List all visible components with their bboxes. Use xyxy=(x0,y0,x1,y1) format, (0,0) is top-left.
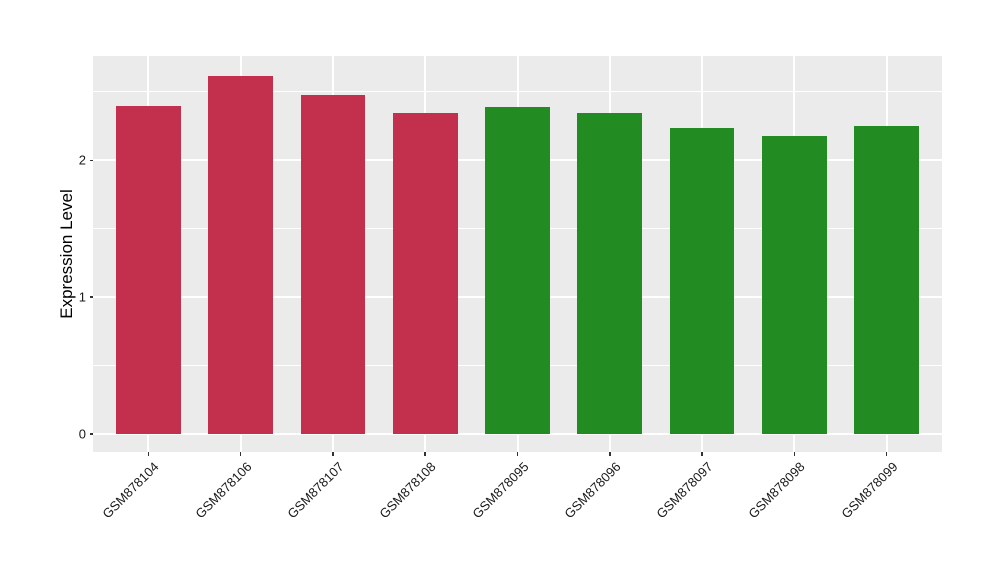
x-tick-mark-GSM878104 xyxy=(147,452,150,456)
bar-GSM878095 xyxy=(485,107,550,435)
x-tick-label-text: GSM878096 xyxy=(561,459,624,522)
bar-GSM878104 xyxy=(116,105,181,435)
bar-GSM878106 xyxy=(208,75,273,435)
y-tick-mark-1 xyxy=(89,296,93,298)
x-tick-label-text: GSM878104 xyxy=(99,459,162,522)
bar-GSM878108 xyxy=(392,112,458,435)
bar-GSM878097 xyxy=(669,127,735,435)
x-tick-mark-GSM878107 xyxy=(332,452,334,456)
bar-GSM878098 xyxy=(762,135,827,435)
x-tick-mark-GSM878096 xyxy=(609,452,611,456)
x-tick-mark-GSM878099 xyxy=(885,452,888,456)
x-tick-label-text: GSM878095 xyxy=(468,459,532,522)
x-tick-label-text: GSM878098 xyxy=(745,459,808,522)
x-tick-label-text: GSM878106 xyxy=(192,459,255,522)
x-tick-label-text: GSM878097 xyxy=(653,459,716,522)
y-tick-label-0: 0 xyxy=(78,426,86,442)
x-tick-label-text: GSM878107 xyxy=(284,459,347,522)
y-tick-label-2: 2 xyxy=(78,152,86,168)
y-tick-mark-0 xyxy=(89,433,93,435)
x-tick-mark-GSM878106 xyxy=(239,452,242,456)
bar-GSM878107 xyxy=(300,94,366,435)
x-tick-label-text: GSM878099 xyxy=(838,459,901,522)
bar-GSM878099 xyxy=(854,126,919,435)
x-tick-mark-GSM878108 xyxy=(424,452,426,456)
bar-GSM878096 xyxy=(577,112,643,435)
x-tick-mark-GSM878097 xyxy=(701,452,703,456)
x-tick-label-text: GSM878108 xyxy=(376,459,439,522)
plot-panel xyxy=(93,56,942,452)
x-tick-mark-GSM878095 xyxy=(516,452,519,456)
y-tick-label-1: 1 xyxy=(78,289,86,305)
x-tick-mark-GSM878098 xyxy=(793,452,796,456)
y-tick-mark-2 xyxy=(89,159,93,162)
